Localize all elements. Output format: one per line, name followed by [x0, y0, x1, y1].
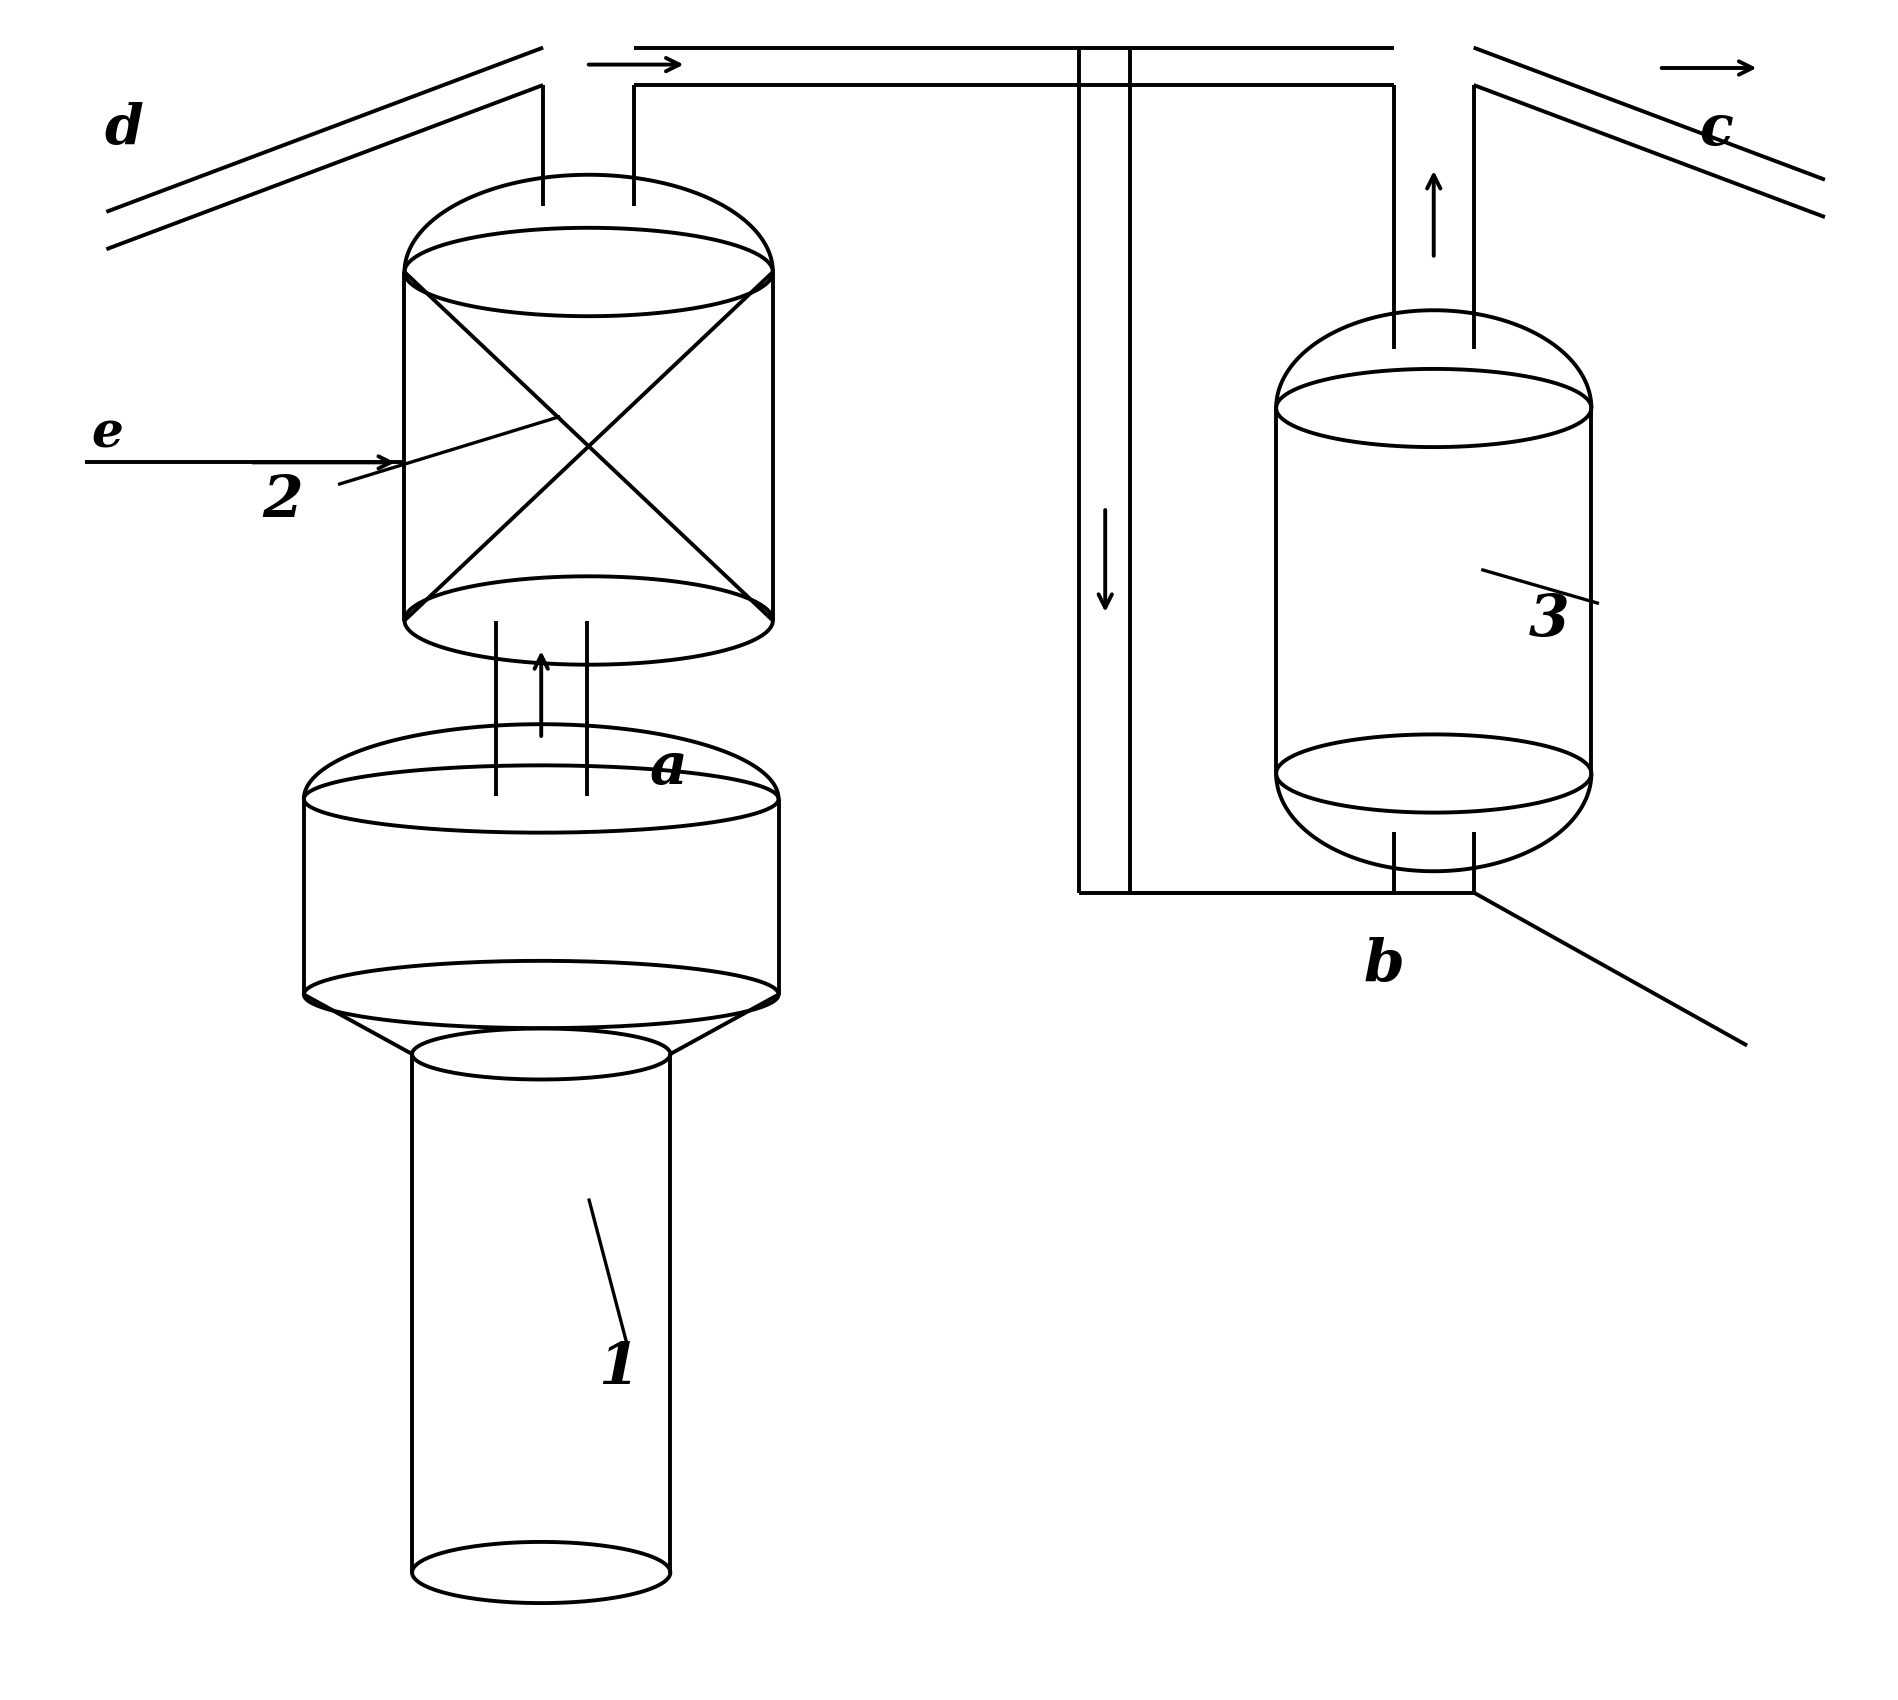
Text: a: a [649, 740, 687, 797]
Text: 2: 2 [262, 473, 302, 530]
Text: 1: 1 [598, 1340, 638, 1397]
Text: 3: 3 [1528, 592, 1568, 649]
Text: d: d [104, 102, 142, 156]
Text: b: b [1363, 937, 1405, 994]
Text: c: c [1699, 102, 1733, 156]
Text: e: e [91, 410, 123, 457]
